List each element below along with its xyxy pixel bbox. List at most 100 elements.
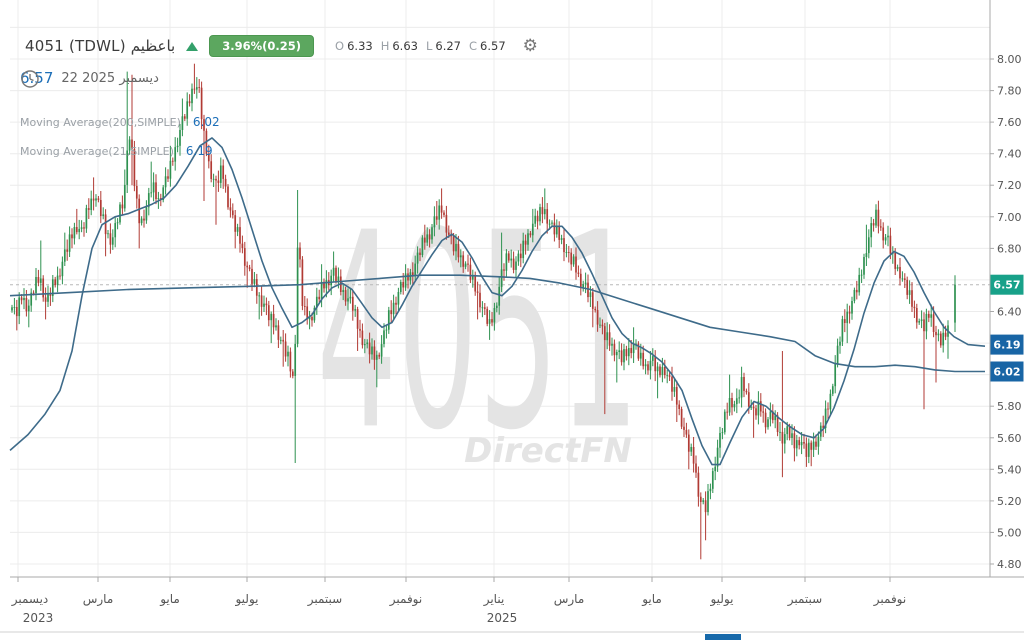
candle-body xyxy=(743,377,745,391)
candle-body xyxy=(915,308,918,323)
candle-body xyxy=(419,252,421,255)
candle-body xyxy=(680,409,683,427)
candle-body xyxy=(231,210,234,216)
price-tick-label: 7.60 xyxy=(997,116,1022,129)
candle-body xyxy=(867,237,870,254)
candle-body xyxy=(620,350,623,363)
candle-body xyxy=(265,303,268,306)
candle-body xyxy=(769,411,772,420)
candle-body xyxy=(119,204,121,223)
candle-body xyxy=(296,247,299,344)
candle-body xyxy=(534,215,537,224)
candle-body xyxy=(889,235,892,254)
candle-body xyxy=(733,404,736,408)
candle-body xyxy=(608,332,611,346)
candle-body xyxy=(683,426,685,430)
candle-body xyxy=(351,296,354,311)
candle-body xyxy=(95,198,97,201)
price-tick-label: 5.80 xyxy=(997,400,1022,413)
candle-body xyxy=(299,247,301,260)
candle-body xyxy=(279,339,282,341)
candle-body xyxy=(354,309,357,311)
candle-body xyxy=(723,411,726,433)
candle-body xyxy=(356,309,359,329)
ma21-value: 6.19 xyxy=(185,144,213,158)
candle-body xyxy=(359,328,361,331)
candle-body xyxy=(536,215,539,222)
candle-body xyxy=(853,289,856,301)
candle-body xyxy=(11,307,13,311)
candle-body xyxy=(519,253,522,259)
candle-body xyxy=(313,307,316,321)
candle-body xyxy=(661,366,664,376)
candle-body xyxy=(152,182,155,193)
price-tick-label: 5.00 xyxy=(997,526,1022,539)
candle-body xyxy=(603,326,606,341)
candle-body xyxy=(788,426,791,438)
candle-body xyxy=(656,366,659,372)
price-tick-label: 7.40 xyxy=(997,148,1022,161)
candle-body xyxy=(30,292,33,306)
year-label: 2023 xyxy=(23,611,54,625)
candle-body xyxy=(839,341,841,346)
candle-body xyxy=(584,282,587,285)
candle-body xyxy=(323,281,325,289)
candle-body xyxy=(834,364,837,387)
candle-body xyxy=(92,198,95,201)
candle-body xyxy=(155,182,157,199)
quote-date: 22 2025 ديسمبر xyxy=(61,71,159,86)
candle-body xyxy=(162,187,165,200)
candle-body xyxy=(606,332,609,341)
candle-body xyxy=(188,101,191,104)
high-label: H xyxy=(380,39,390,53)
month-label: يوليو xyxy=(709,592,733,607)
month-label: مايو xyxy=(641,592,662,607)
up-triangle-icon xyxy=(186,41,199,51)
candle-body xyxy=(510,258,513,261)
candle-body xyxy=(104,214,107,235)
candle-body xyxy=(541,207,544,215)
candle-body xyxy=(135,186,138,199)
time-axis[interactable]: ديسمبر 2023 مارس مايو يوليو سبتمبر نوفمبر يناير… xyxy=(10,576,1024,625)
candle-body xyxy=(15,307,18,317)
candle-body xyxy=(714,466,717,472)
candle-body xyxy=(392,302,395,315)
candle-body xyxy=(704,500,707,513)
candle-body xyxy=(635,343,637,345)
candle-body xyxy=(699,496,702,502)
candle-body xyxy=(803,442,805,444)
candle-body xyxy=(200,87,203,120)
candle-body xyxy=(85,208,88,229)
candle-body xyxy=(630,348,633,354)
year-label: 2025 xyxy=(487,611,518,625)
candle-body xyxy=(745,390,748,393)
price-tick-label: 7.80 xyxy=(997,85,1022,98)
candle-body xyxy=(445,214,448,233)
price-tick-label: 5.40 xyxy=(997,463,1022,476)
candle-body xyxy=(287,351,289,357)
candle-body xyxy=(675,387,678,405)
candle-body xyxy=(822,425,825,429)
candle-body xyxy=(548,223,551,225)
candle-body xyxy=(272,313,275,328)
close-label: C xyxy=(469,39,478,53)
candle-body xyxy=(711,471,714,489)
ma200-label: Moving Average(200,SIMPLE) xyxy=(20,116,181,129)
candle-body xyxy=(20,297,23,301)
candle-body xyxy=(176,145,179,148)
settings-gear-icon[interactable]: ⚙ xyxy=(522,35,538,56)
price-tick-label: 6.80 xyxy=(997,242,1022,255)
candle-body xyxy=(467,263,469,265)
candle-body xyxy=(303,306,306,307)
candle-body xyxy=(361,330,364,346)
candle-body xyxy=(757,401,760,416)
candle-body xyxy=(387,310,390,330)
candle-body xyxy=(150,192,153,194)
candle-body xyxy=(373,346,376,360)
timescale-scrollbar-thumb[interactable] xyxy=(705,634,741,640)
candle-body xyxy=(318,296,321,300)
candle-body xyxy=(440,205,443,213)
candle-body xyxy=(366,342,369,345)
